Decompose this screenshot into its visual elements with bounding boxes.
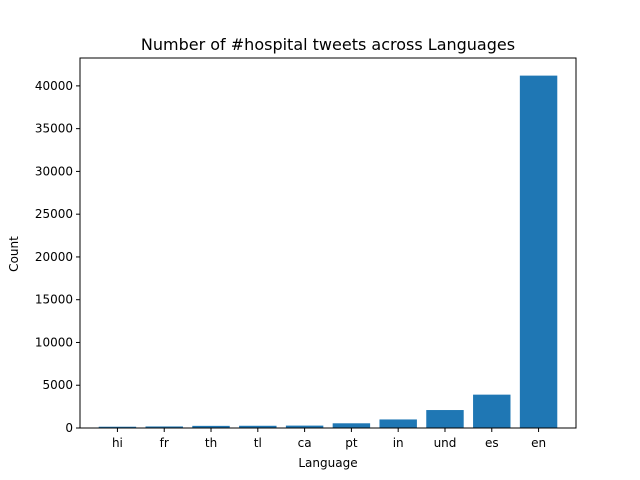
bar-in: [379, 419, 417, 428]
x-tick-label-es: es: [485, 436, 499, 450]
x-tick-label-en: en: [531, 436, 546, 450]
bar-pt: [332, 423, 371, 428]
bar-tl: [239, 425, 277, 428]
bar-es: [473, 394, 511, 428]
x-tick-label-in: in: [393, 436, 404, 450]
y-tick-label-15000: 15000: [35, 293, 73, 307]
y-tick-label-25000: 25000: [35, 207, 73, 221]
x-tick-label-hi: hi: [112, 436, 123, 450]
bar-und: [426, 410, 464, 428]
x-tick-label-th: th: [205, 436, 217, 450]
y-axis-label: Count: [7, 236, 21, 272]
bar-fr: [145, 426, 183, 428]
y-tick-label-40000: 40000: [35, 79, 73, 93]
x-tick-label-ca: ca: [298, 436, 312, 450]
x-tick-label-pt: pt: [345, 436, 358, 450]
bar-ca: [285, 425, 324, 428]
bar-en: [519, 75, 558, 428]
x-axis-label: Language: [298, 456, 357, 470]
y-tick-label-20000: 20000: [35, 250, 73, 264]
x-tick-label-und: und: [434, 436, 457, 450]
x-tick-label-tl: tl: [254, 436, 262, 450]
x-axis: hi fr th tl ca pt in und es en: [112, 428, 546, 450]
y-tick-label-5000: 5000: [42, 378, 73, 392]
y-tick-label-0: 0: [65, 421, 73, 435]
y-tick-label-10000: 10000: [35, 335, 73, 349]
plot-frame: [79, 57, 577, 429]
bar-th: [192, 425, 230, 428]
y-tick-label-30000: 30000: [35, 164, 73, 178]
chart-title: Number of #hospital tweets across Langua…: [141, 35, 515, 54]
y-tick-label-35000: 35000: [35, 122, 73, 136]
bar-hi: [98, 426, 137, 428]
bars-group: [98, 75, 558, 428]
x-tick-label-fr: fr: [160, 436, 169, 450]
y-axis: 0 5000 10000 15000 20000 25000 30000 35000 40000: [35, 79, 80, 435]
